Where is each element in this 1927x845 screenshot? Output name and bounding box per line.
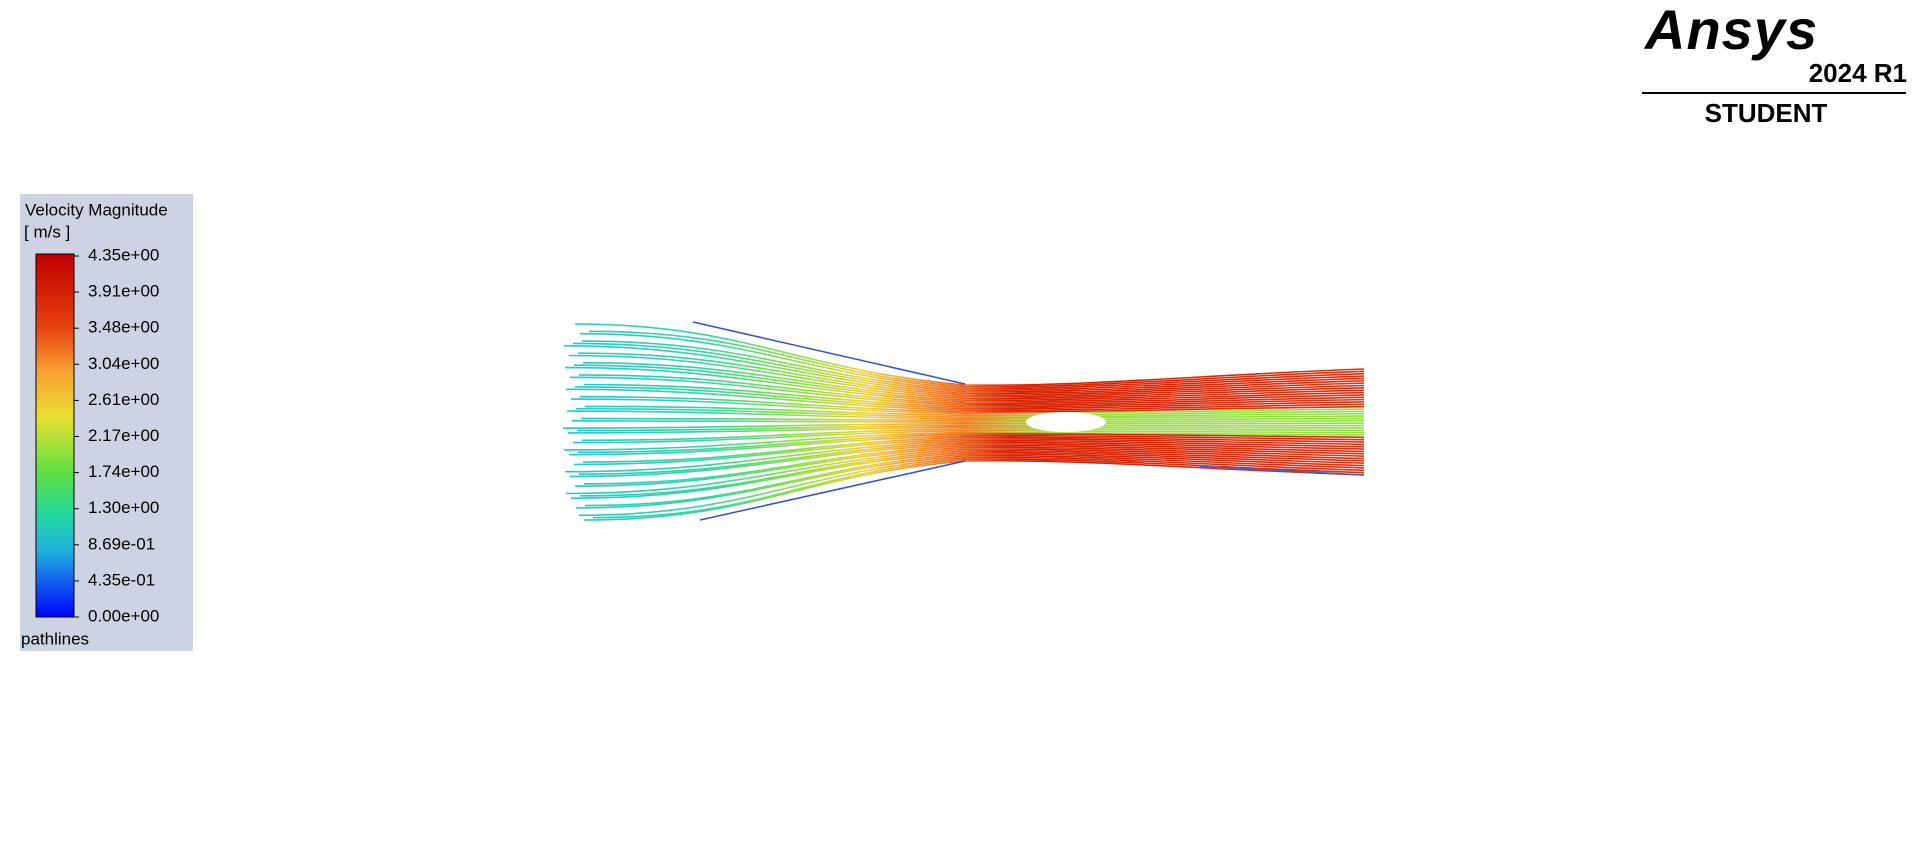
pathline — [578, 441, 1365, 475]
pathline — [581, 340, 1365, 392]
pathline — [580, 417, 1365, 422]
obstacle — [1026, 412, 1106, 432]
pathline — [573, 438, 1365, 466]
pathline — [574, 386, 1365, 410]
legend-label: 0.00e+00 — [88, 606, 159, 625]
legend-labels: 4.35e+00 3.91e+00 3.48e+00 3.04e+00 2.61e+00… — [74, 245, 159, 625]
legend-label: 2.17e+00 — [88, 426, 159, 445]
pathline — [567, 426, 1365, 434]
pathline — [577, 433, 1365, 454]
logo: Ansys 2024 R1 STUDENT — [1642, 0, 1907, 128]
pathline — [562, 422, 1365, 429]
pathline — [581, 428, 1365, 442]
pathline — [565, 388, 1365, 412]
pathline — [568, 434, 1365, 456]
pathline — [564, 439, 1365, 473]
pathline — [575, 454, 1365, 509]
legend-unit: [ m/s ] — [24, 222, 70, 241]
legend-label: 3.04e+00 — [88, 354, 159, 373]
pathline — [563, 344, 1365, 395]
legend-label: 8.69e-01 — [88, 534, 155, 553]
pathline — [574, 446, 1365, 487]
pathline — [575, 407, 1365, 418]
pathline — [588, 330, 1365, 388]
pathline — [573, 364, 1365, 402]
pathline — [566, 410, 1365, 420]
pathline — [582, 362, 1365, 400]
pathline — [563, 431, 1365, 451]
logo-edition: STUDENT — [1705, 98, 1828, 128]
color-bar — [35, 253, 75, 618]
pathline — [574, 323, 1365, 386]
pathline — [582, 436, 1365, 463]
legend-label: 1.74e+00 — [88, 462, 159, 481]
pathline — [570, 398, 1365, 415]
logo-version: 2024 R1 — [1809, 58, 1907, 88]
pathline — [571, 420, 1365, 423]
legend-label: 1.30e+00 — [88, 498, 159, 517]
pathlines — [562, 321, 1365, 521]
logo-name: Ansys — [1643, 0, 1818, 61]
legend-footer: pathlines — [21, 629, 89, 648]
legend-label: 4.35e+00 — [88, 245, 159, 264]
wall-edge — [692, 321, 966, 385]
pathline — [572, 342, 1365, 393]
legend-label: 3.48e+00 — [88, 318, 159, 337]
legend-title: Velocity Magnitude — [25, 200, 168, 219]
pathline — [583, 383, 1365, 408]
pathline — [569, 443, 1365, 478]
pathline — [576, 424, 1365, 432]
legend-label: 4.35e-01 — [88, 570, 155, 589]
legend-label: 3.91e+00 — [88, 282, 159, 301]
pathline — [577, 352, 1365, 397]
pathline — [584, 405, 1365, 417]
pathline — [578, 374, 1365, 405]
pathline — [570, 451, 1365, 500]
color-legend: Velocity Magnitude [ m/s ] 4.35e+00 3.91e… — [20, 194, 193, 651]
pathline — [578, 456, 1365, 517]
wall-edge — [1199, 465, 1365, 476]
pathline — [579, 395, 1365, 413]
wall-edge — [699, 460, 966, 521]
pathline — [579, 449, 1365, 497]
pathline — [584, 453, 1365, 507]
pathline — [568, 354, 1365, 398]
pathline — [579, 332, 1365, 390]
legend-label: 2.61e+00 — [88, 390, 159, 409]
pathline — [565, 448, 1365, 495]
pathline — [564, 366, 1365, 403]
pathline — [583, 444, 1365, 485]
pathline — [569, 376, 1365, 407]
pathline — [572, 429, 1365, 444]
